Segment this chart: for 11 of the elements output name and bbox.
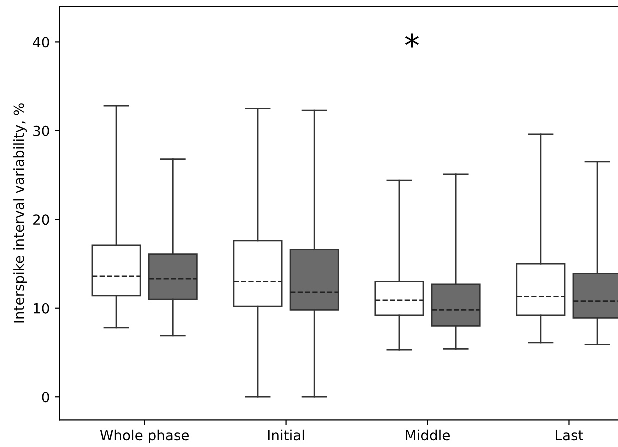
x-tick-label: Middle — [406, 430, 450, 441]
y-tick-label: 40 — [33, 37, 50, 48]
y-tick-label: 0 — [42, 392, 50, 403]
x-tick-label: Initial — [268, 430, 304, 441]
x-tick-label: Last — [556, 430, 584, 441]
y-tick-label: 20 — [34, 214, 50, 226]
y-tick-label: 30 — [34, 126, 50, 136]
y-tick-label: 10 — [34, 303, 50, 314]
annotation: * — [405, 34, 419, 48]
x-tick-label: Whole phase — [100, 430, 189, 444]
y-axis-title: Interspike interval variability, % — [14, 104, 27, 323]
